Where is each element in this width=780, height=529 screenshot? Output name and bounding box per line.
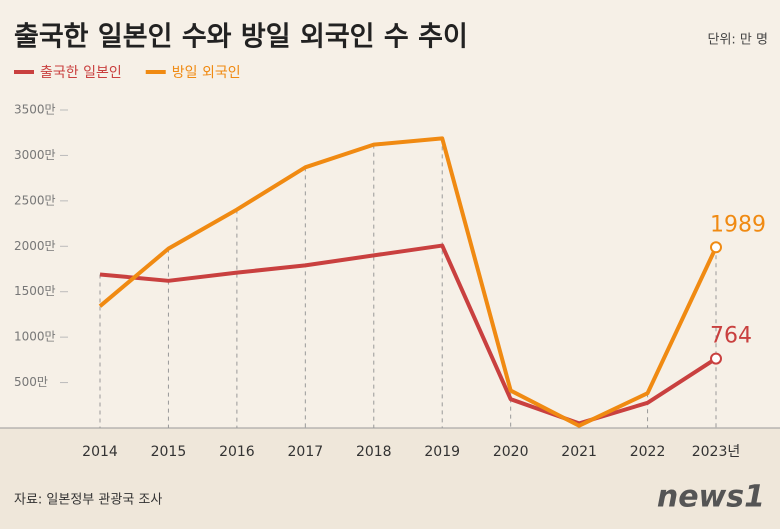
x-tick-label: 2020: [493, 444, 529, 460]
x-tick-label: 2018: [356, 444, 392, 460]
value-label: 1989: [710, 212, 766, 237]
y-tick-label: 1000만: [14, 330, 56, 344]
y-tick-label: 1500만: [14, 284, 56, 298]
y-tick-label: 2000만: [14, 239, 56, 253]
logo: news1: [657, 480, 765, 515]
x-tick-label: 2014: [82, 444, 118, 460]
value-label: 764: [710, 324, 752, 349]
x-tick-label: 2022: [630, 444, 666, 460]
legend-label: 방일 외국인: [172, 65, 241, 81]
x-tick-label: 2015: [151, 444, 187, 460]
x-tick-label: 2023년: [692, 444, 741, 460]
x-tick-label: 2017: [288, 444, 324, 460]
bottom-band: [0, 428, 780, 529]
series-line: [98, 136, 718, 428]
end-point: [710, 352, 722, 365]
x-tick-label: 2019: [424, 444, 460, 460]
unit: 단위: 만 명: [708, 33, 769, 48]
series-line: [99, 243, 718, 426]
y-tick-label: 500만: [14, 375, 48, 389]
source: 자료: 일본정부 관광국 조사: [14, 493, 162, 508]
y-tick-label: 3500만: [14, 103, 56, 117]
y-tick-label: 2500만: [14, 193, 56, 207]
chart-title: 출국한 일본인 수와 방일 외국인 수 추이: [14, 22, 468, 53]
x-tick-label: 2021: [561, 444, 597, 460]
x-tick-label: 2016: [219, 444, 255, 460]
legend-label: 출국한 일본인: [40, 65, 122, 81]
y-tick-label: 3000만: [14, 148, 56, 162]
end-point: [710, 241, 722, 254]
